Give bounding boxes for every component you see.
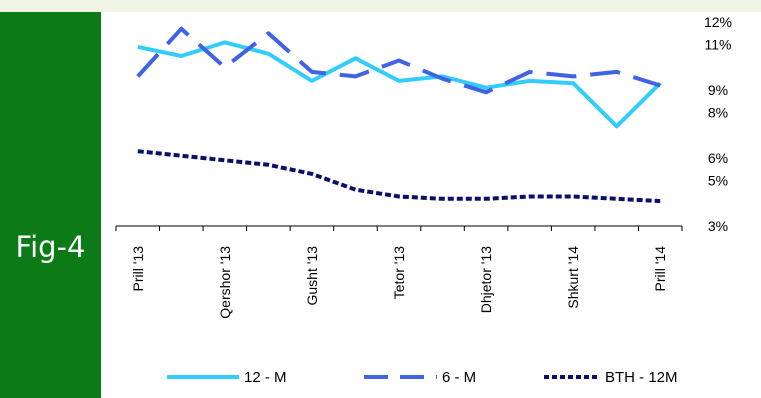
series-line-1: [137, 40, 662, 129]
y-tick-label: 11%: [705, 37, 732, 53]
y-tick-label: 8%: [708, 105, 728, 121]
series-line-3: [137, 149, 661, 204]
x-tick-label: Gusht '13: [304, 246, 320, 306]
line-chart: Prill '13 Qershor '13 Gusht '13 Tetor '13 Dh…: [115, 14, 732, 386]
y-tick-label: 3%: [708, 218, 728, 234]
x-tick-label: Dhjetor '13: [478, 246, 494, 313]
x-tick-label: Tetor '13: [391, 246, 407, 299]
x-tick-label: Qershor '13: [217, 246, 233, 319]
chart-panel: Prill '13 Qershor '13 Gusht '13 Tetor '13 Dh…: [101, 12, 761, 398]
y-tick-label: 6%: [708, 150, 728, 166]
x-tick-label: Shkurt '14: [565, 246, 581, 309]
legend-label-2: 6 - M: [442, 369, 476, 386]
legend-label-1: 12 - M: [244, 369, 287, 386]
legend-label-3: BTH - 12M: [605, 369, 678, 386]
y-tick-label: 5%: [708, 173, 728, 189]
series-line-2: [136, 26, 661, 95]
y-tick-label: 12%: [704, 14, 732, 30]
y-tick-label: 9%: [708, 82, 728, 98]
figure-label: Fig-4: [15, 230, 86, 264]
x-tick-label: Prill '13: [130, 246, 146, 292]
figure-label-bar: [0, 12, 101, 398]
x-tick-label: Prill '14: [652, 246, 668, 292]
